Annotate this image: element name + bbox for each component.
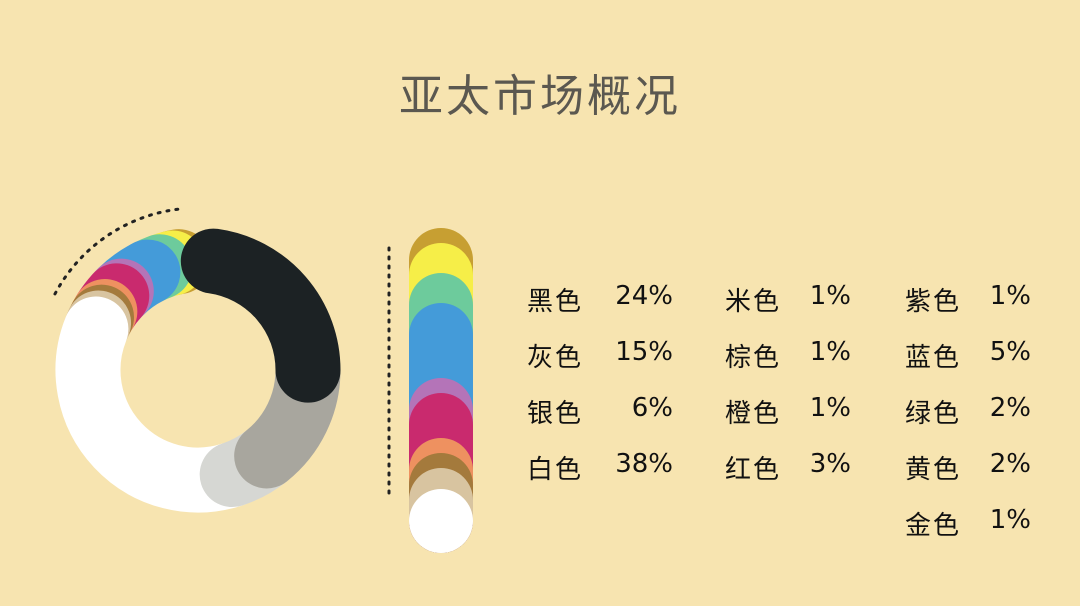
legend-label: 橙色 — [725, 399, 782, 429]
stack-segment-3 — [409, 489, 473, 553]
legend-value: 1% — [809, 393, 851, 423]
legend-label: 绿色 — [905, 399, 962, 429]
legend-item: 灰色 15% — [527, 337, 673, 374]
legend-value: 15% — [615, 337, 673, 367]
legend-label: 灰色 — [527, 343, 584, 373]
legend-item: 蓝色 5% — [905, 337, 1031, 374]
legend-label: 棕色 — [725, 343, 782, 373]
legend-label: 金色 — [905, 511, 962, 541]
legend-label: 黑色 — [527, 287, 584, 317]
legend-value: 3% — [809, 449, 851, 479]
legend-item: 白色 38% — [527, 449, 673, 486]
color-stack-bar — [409, 0, 473, 606]
legend-value: 24% — [615, 281, 673, 311]
legend-item: 银色 6% — [527, 393, 673, 430]
legend-label: 红色 — [725, 455, 782, 485]
legend-item: 黄色 2% — [905, 449, 1031, 486]
legend-value: 2% — [989, 393, 1031, 423]
donut-slice-3 — [55, 296, 265, 513]
legend-label: 蓝色 — [905, 343, 962, 373]
donut-slice-0 — [180, 228, 341, 403]
chart-title: 亚太市场概况 — [399, 71, 681, 122]
legend-value: 1% — [989, 281, 1031, 311]
legend-value: 38% — [615, 449, 673, 479]
legend-item: 橙色 1% — [725, 393, 851, 430]
legend-label: 黄色 — [905, 455, 962, 485]
legend-label: 紫色 — [905, 287, 962, 317]
legend-item: 黑色 24% — [527, 281, 673, 318]
dotted-arc-decoration — [53, 207, 183, 296]
legend-item: 金色 1% — [905, 505, 1031, 542]
legend-label: 白色 — [527, 455, 584, 485]
legend-label: 银色 — [527, 399, 584, 429]
legend-item: 绿色 2% — [905, 393, 1031, 430]
legend-value: 1% — [989, 505, 1031, 535]
legend-value: 5% — [989, 337, 1031, 367]
legend-item: 紫色 1% — [905, 281, 1031, 318]
legend-value: 6% — [631, 393, 673, 423]
legend-value: 1% — [809, 337, 851, 367]
legend-item: 红色 3% — [725, 449, 851, 486]
legend-item: 棕色 1% — [725, 337, 851, 374]
legend-label: 米色 — [725, 287, 782, 317]
legend-value: 2% — [989, 449, 1031, 479]
legend-item: 米色 1% — [725, 281, 851, 318]
legend-value: 1% — [809, 281, 851, 311]
